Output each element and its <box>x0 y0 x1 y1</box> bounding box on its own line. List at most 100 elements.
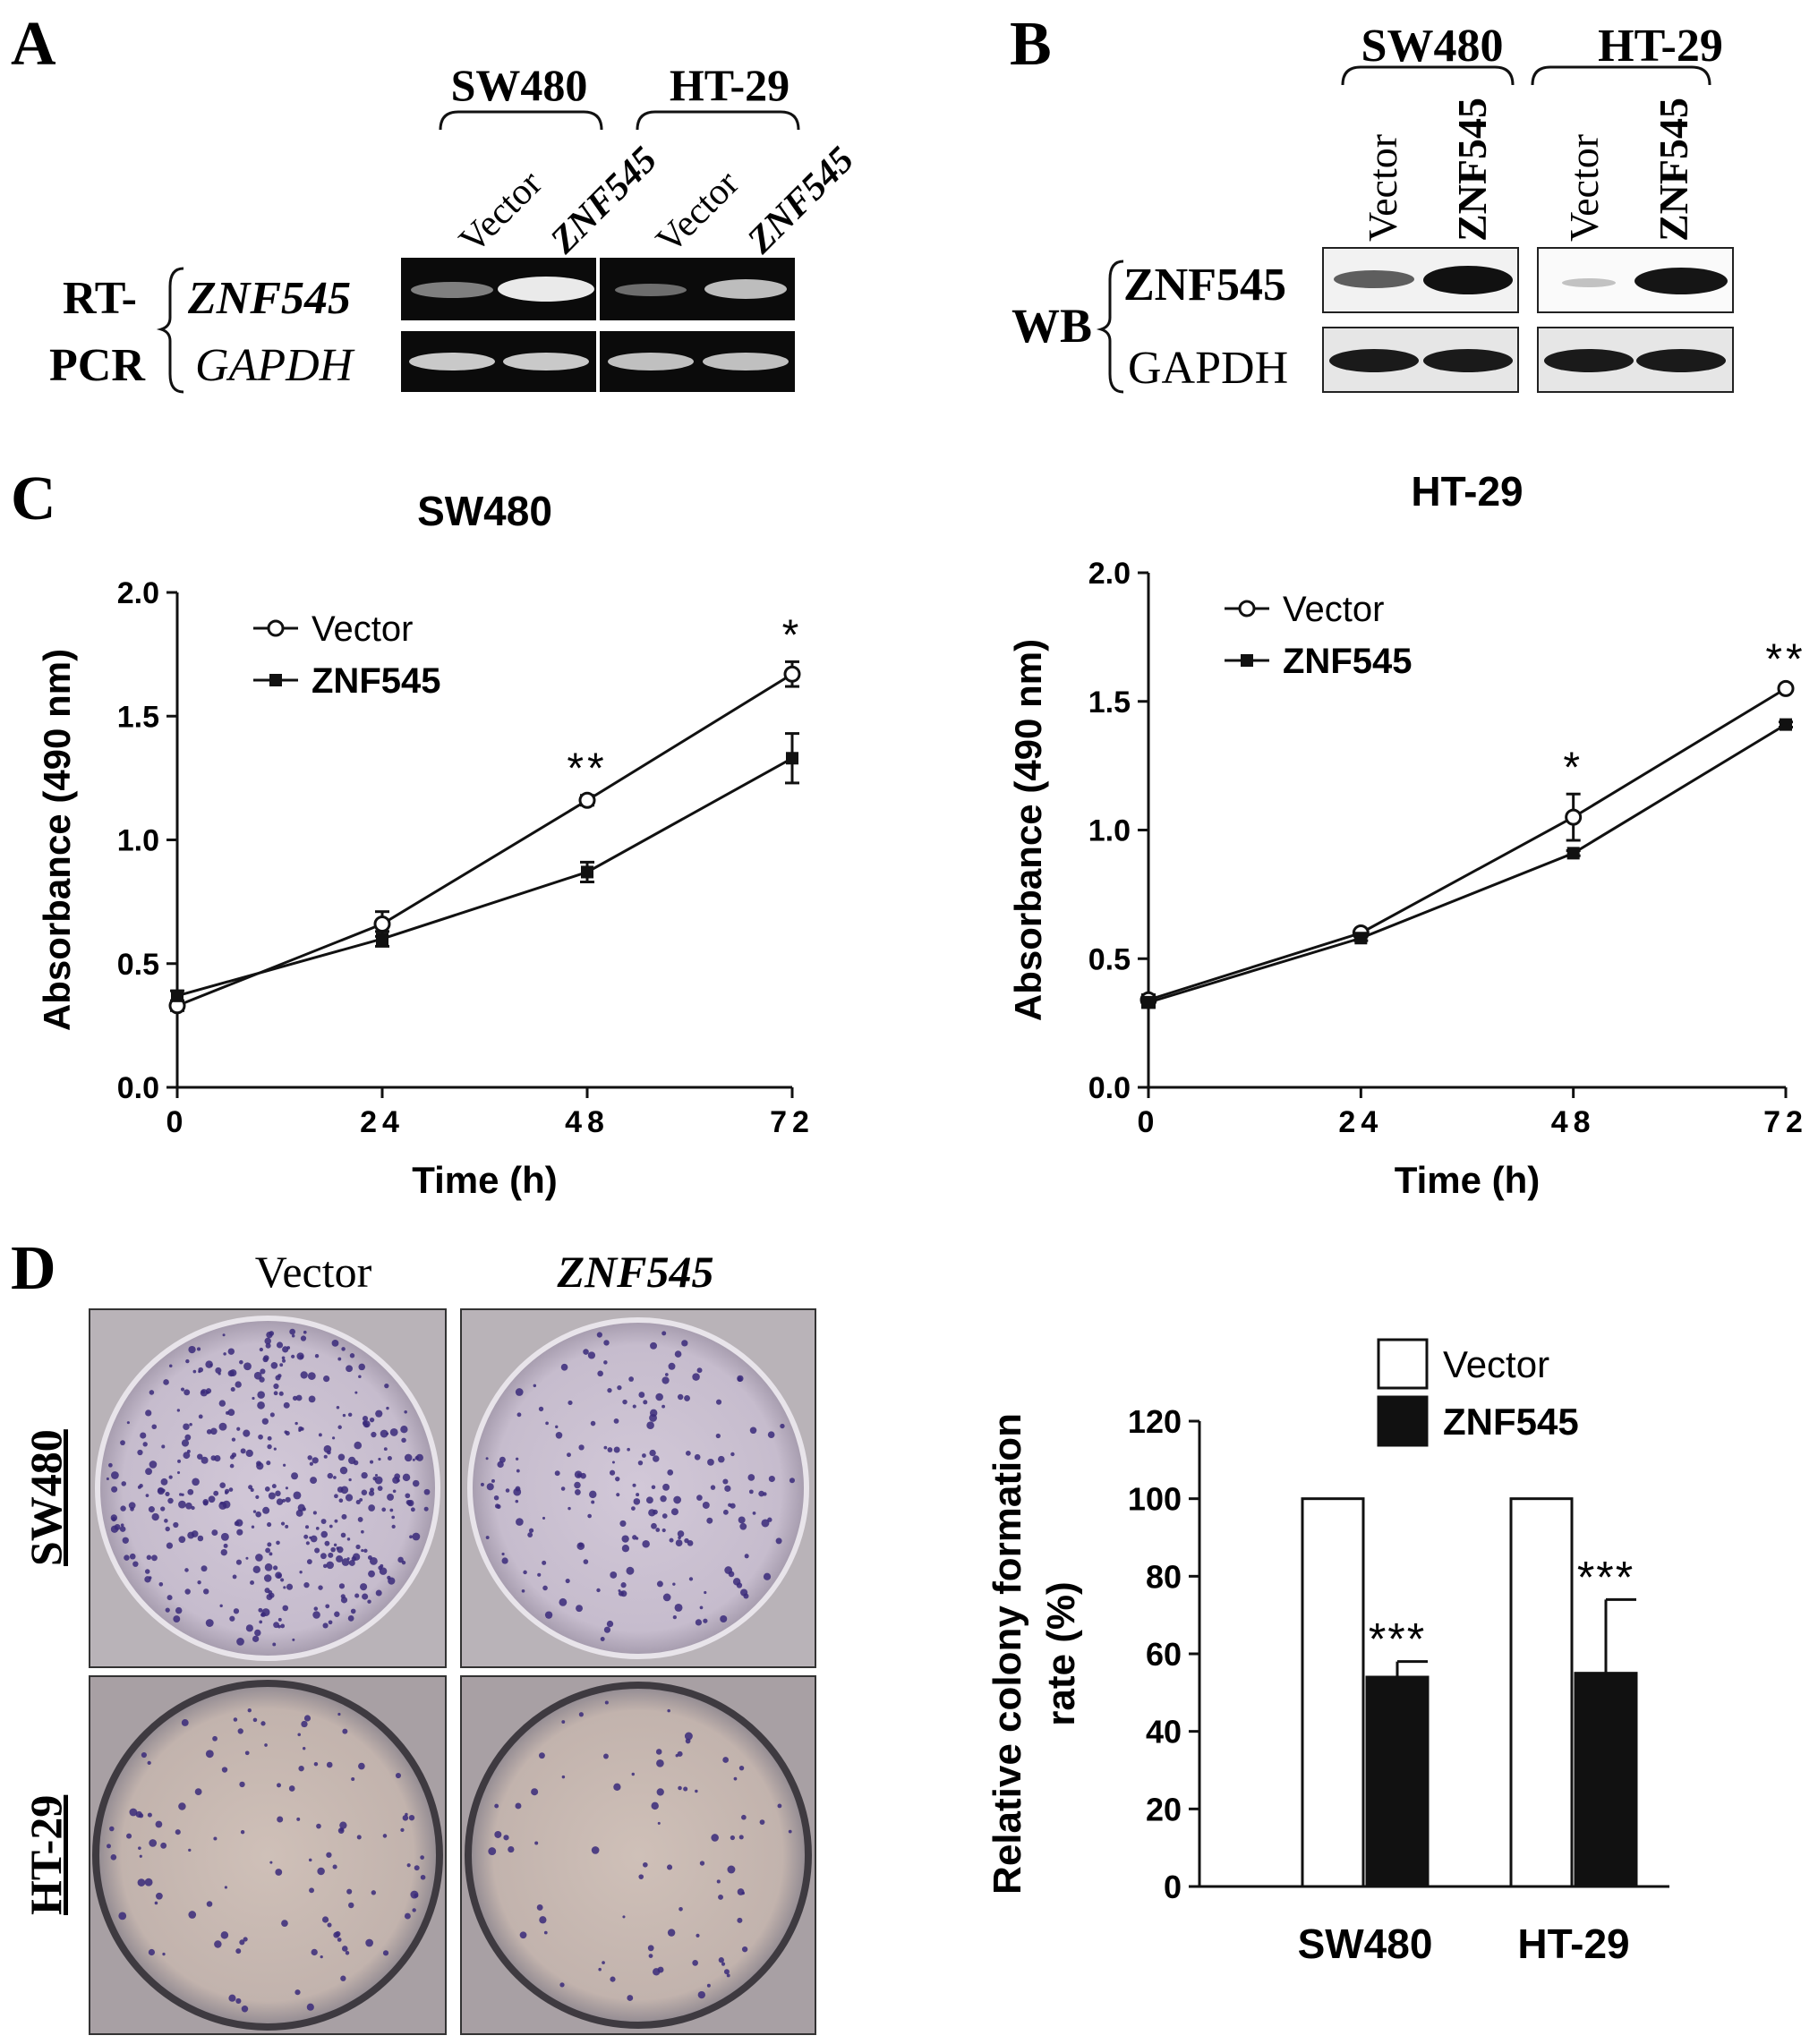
colony <box>120 1440 125 1446</box>
colony <box>688 1577 694 1581</box>
y-tick-label: 1.0 <box>1088 814 1131 848</box>
colony <box>493 1495 499 1501</box>
colony <box>516 1412 522 1418</box>
colony <box>145 1410 152 1417</box>
colony <box>602 1961 605 1964</box>
colony <box>523 1570 527 1575</box>
colony <box>354 1391 358 1394</box>
colony <box>251 1525 255 1529</box>
b-bracket-sw480 <box>1341 65 1515 86</box>
colony <box>213 1490 219 1496</box>
point-znf545 <box>581 865 593 879</box>
colony <box>197 1453 203 1460</box>
colony <box>622 1399 627 1405</box>
colony <box>267 1444 272 1450</box>
colony <box>232 1574 237 1580</box>
colony <box>657 1821 661 1825</box>
colony <box>651 1801 659 1810</box>
colony <box>229 1463 235 1469</box>
colony <box>197 1535 204 1542</box>
colony <box>678 1785 682 1791</box>
colony <box>667 1929 676 1937</box>
colony <box>227 1370 235 1377</box>
colony <box>261 1608 270 1617</box>
colony <box>264 1743 268 1747</box>
colony <box>236 1638 244 1646</box>
colony <box>656 1788 664 1796</box>
y-tick-label: 20 <box>1146 1791 1182 1827</box>
colony <box>307 1455 312 1461</box>
colony <box>339 1821 347 1829</box>
point-znf545 <box>1354 932 1368 945</box>
colony <box>613 1418 619 1424</box>
colony <box>128 1502 136 1510</box>
colony <box>285 1524 289 1529</box>
colony <box>321 1916 329 1923</box>
colony <box>252 1717 258 1723</box>
colony <box>191 1505 195 1511</box>
bar-znf545 <box>1574 1672 1638 1888</box>
colony <box>726 1973 730 1978</box>
colony <box>363 1548 368 1554</box>
colony <box>291 1354 295 1358</box>
colony <box>391 1524 396 1529</box>
colony <box>409 1535 413 1539</box>
colony <box>300 1427 304 1431</box>
colony <box>304 1525 310 1529</box>
colony <box>331 1339 339 1347</box>
y-axis-label: Absorbance (490 nm) <box>1007 639 1049 1021</box>
colony <box>350 1608 356 1614</box>
colony <box>565 1578 570 1584</box>
colony <box>358 1762 365 1770</box>
colony <box>276 1540 280 1546</box>
colony <box>205 1619 214 1627</box>
colony <box>369 1556 378 1565</box>
colony <box>679 1906 683 1912</box>
colony <box>589 1490 597 1499</box>
colony <box>501 1557 508 1564</box>
colony <box>236 1427 241 1431</box>
colony <box>741 1891 746 1895</box>
colony <box>715 1399 722 1405</box>
colony <box>299 1571 303 1574</box>
colony <box>184 1389 191 1396</box>
colony <box>405 1493 411 1499</box>
colony <box>361 1471 368 1479</box>
colony <box>374 1476 383 1485</box>
colony <box>313 1761 319 1767</box>
colony <box>151 1554 158 1562</box>
colony <box>132 1561 139 1567</box>
chart-colony-formation: 0 20 40 60 80 100 120 Relative colony formation… <box>986 1338 1669 1967</box>
colony <box>261 1418 269 1425</box>
colony <box>328 1552 334 1558</box>
colony <box>359 1497 363 1502</box>
colony <box>139 1854 142 1858</box>
colony <box>265 1342 271 1349</box>
colony <box>596 1588 601 1593</box>
colony <box>516 1469 520 1473</box>
colony <box>674 1603 683 1612</box>
colony <box>591 1846 600 1854</box>
b-protein-control: GAPDH <box>1128 343 1288 394</box>
significance-mark: * <box>782 611 803 659</box>
colony <box>302 1746 306 1750</box>
a-lane-vector-2: Vector <box>649 163 747 261</box>
colony <box>695 1789 698 1793</box>
colony <box>674 1350 682 1358</box>
colony <box>247 1708 252 1713</box>
colony <box>515 1457 519 1461</box>
colony <box>276 1341 284 1349</box>
colony <box>281 1358 286 1363</box>
colony <box>248 1485 253 1490</box>
colony <box>142 1442 148 1447</box>
colony <box>334 1494 338 1499</box>
colony <box>149 1839 158 1847</box>
colony <box>229 1454 235 1460</box>
colony <box>285 1430 290 1436</box>
colony <box>695 1619 703 1626</box>
colony <box>591 1500 595 1504</box>
colony <box>147 1760 151 1765</box>
colony <box>323 1454 328 1459</box>
y-tick-label: 0 <box>1164 1869 1182 1905</box>
colony <box>273 1447 277 1451</box>
